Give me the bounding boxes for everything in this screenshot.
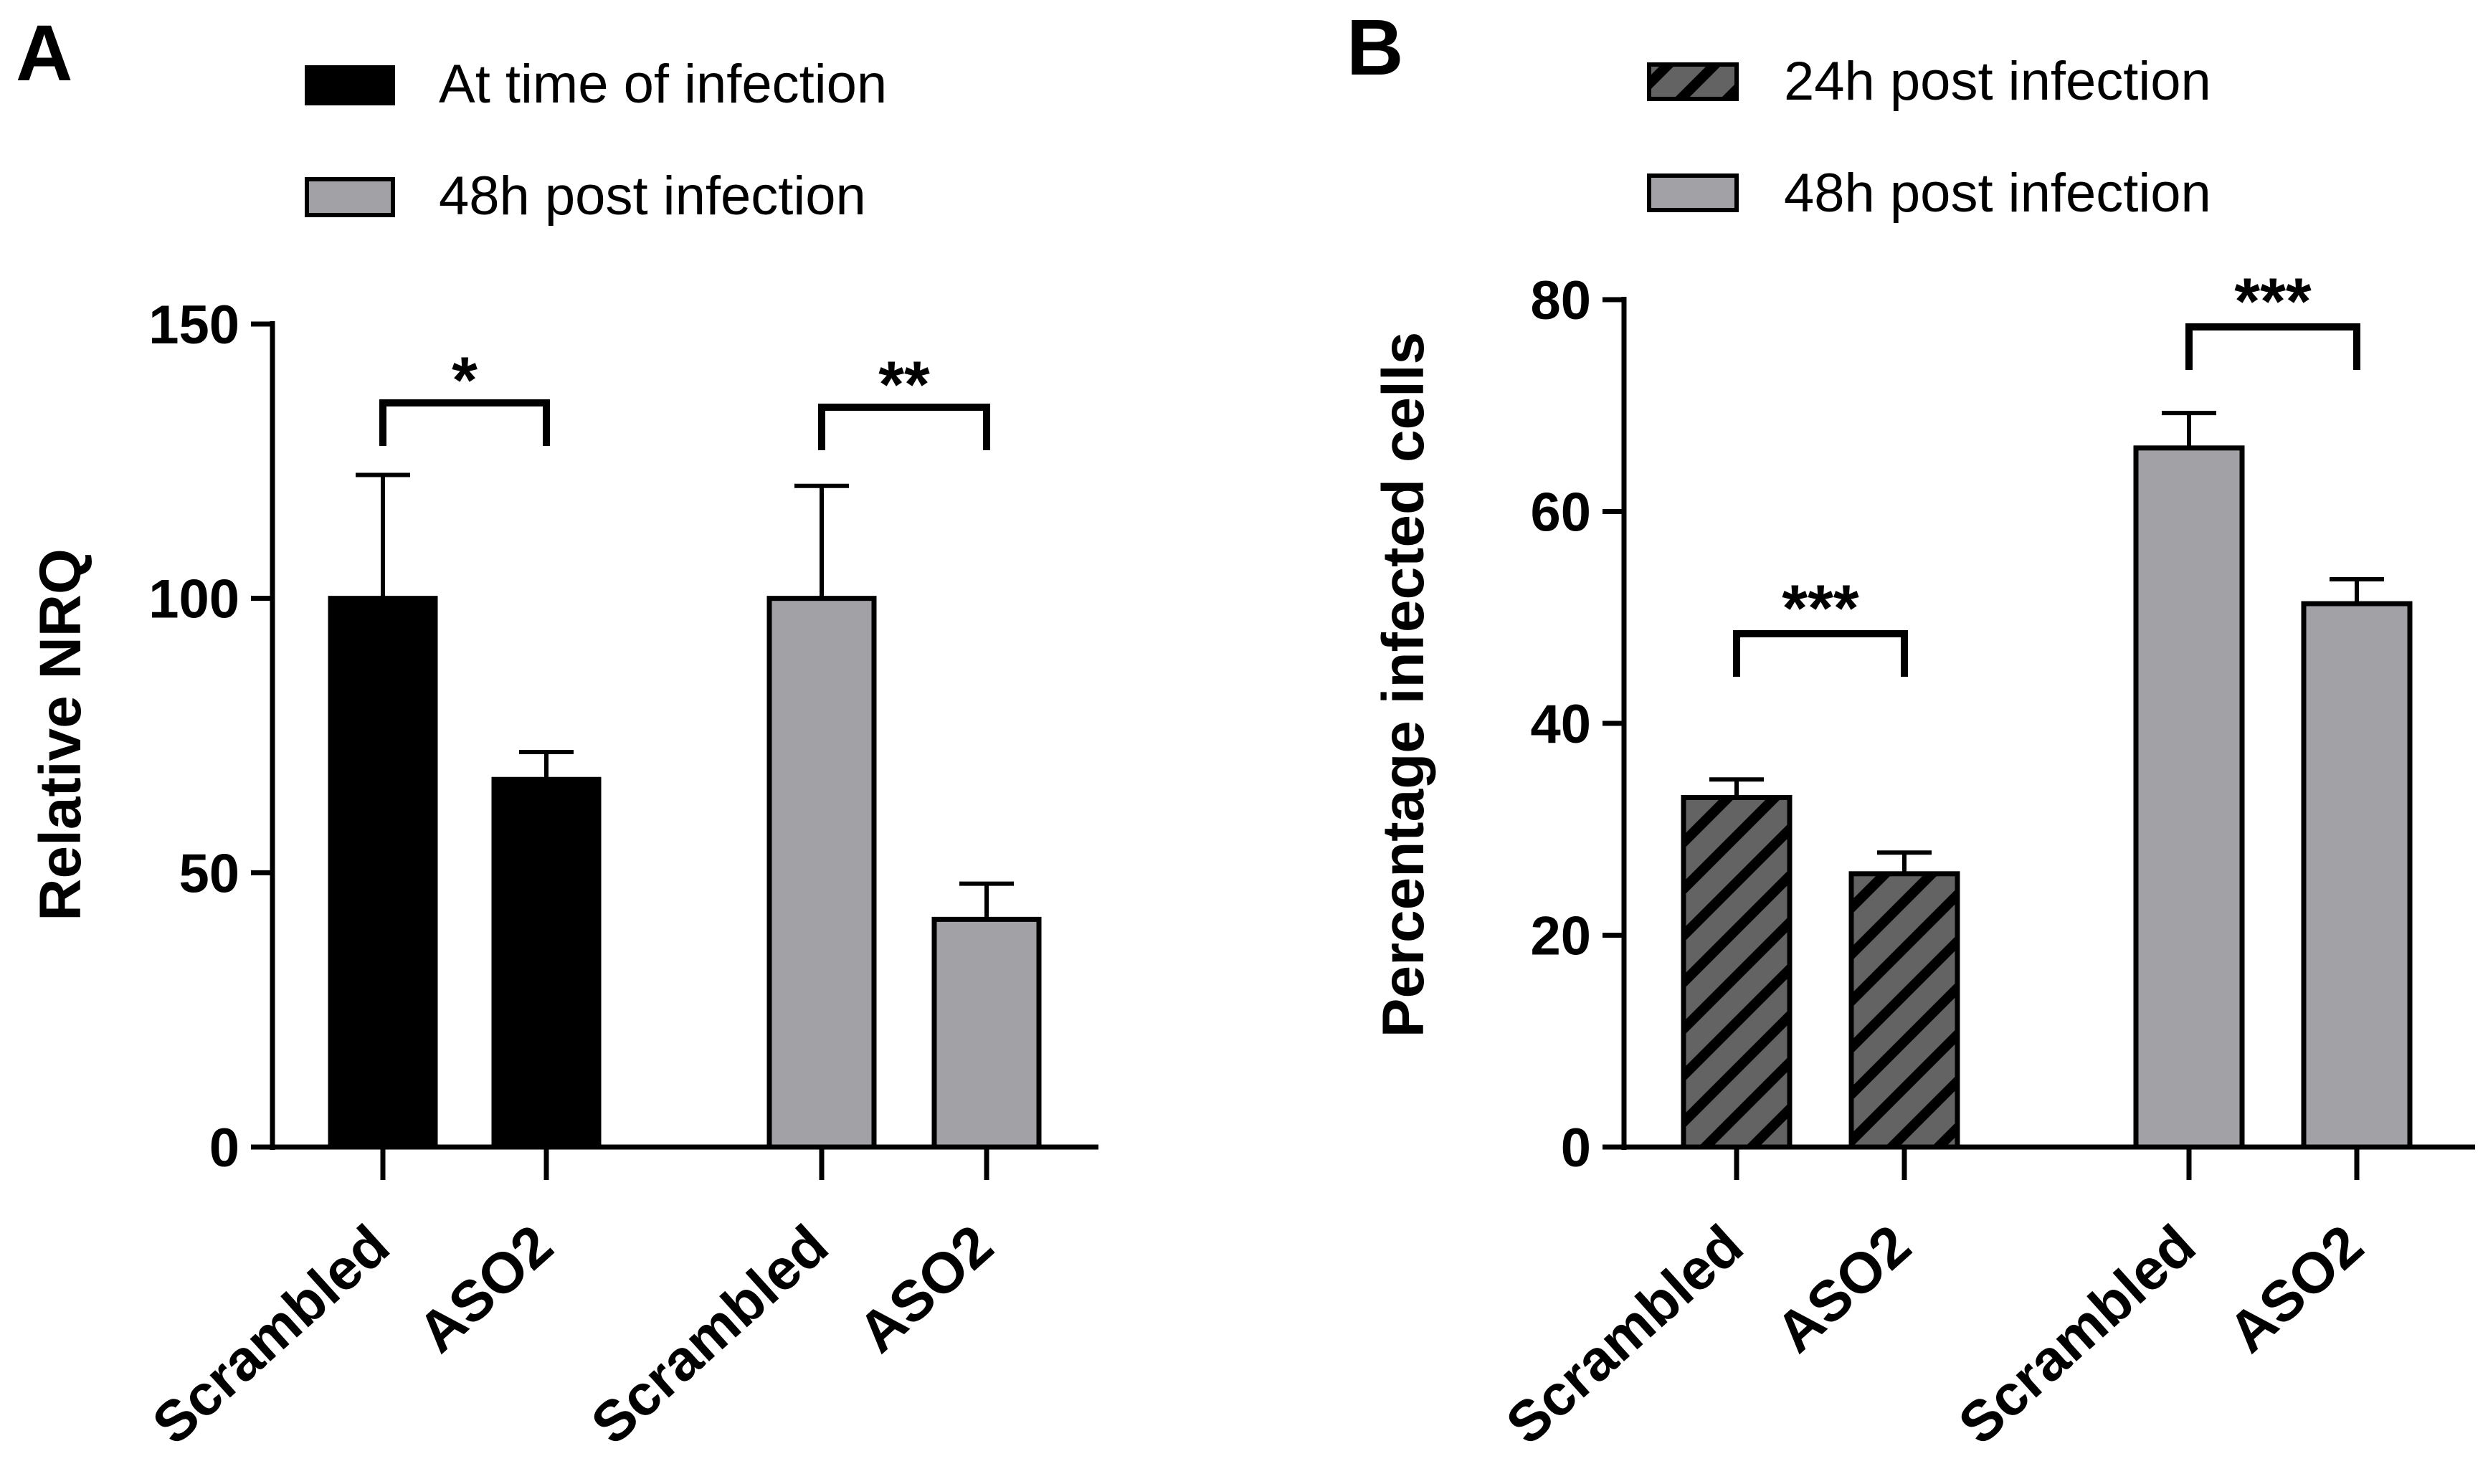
error-bars (356, 472, 1014, 920)
bar-at-time-of-infection-aso2 (491, 776, 602, 1150)
axes (270, 321, 1098, 1180)
category-labels: Scrambled ASO2 Scrambled ASO2 (1494, 1212, 2375, 1456)
significance-label: ** (878, 348, 930, 422)
y-tick-label: 150 (148, 295, 239, 356)
y-tick-label: 80 (1530, 270, 1591, 331)
y-tick-label: 50 (179, 843, 239, 904)
legend-swatch-at-time-of-infection (305, 65, 395, 105)
significance-brackets: * ** (379, 344, 990, 450)
x-tick-label-aso2: ASO2 (1764, 1212, 1922, 1364)
y-axis-title: Relative NRQ (28, 548, 93, 921)
bar-48h-post-infection-aso2 (2301, 601, 2413, 1150)
significance-label: * (452, 344, 478, 417)
significance-bracket (818, 404, 990, 450)
significance-label: *** (1782, 572, 1859, 645)
axes (1621, 297, 2475, 1180)
legend-label-24h-post-infection: 24h post infection (1784, 51, 2211, 112)
x-tick-label-aso2: ASO2 (2216, 1212, 2375, 1364)
panel-a-letter: A (16, 9, 72, 97)
bars (328, 596, 1042, 1150)
bar-24h-post-infection-scrambled (1681, 794, 1793, 1150)
legend-swatch-24h-post-infection (1647, 62, 1739, 101)
panel-b-legend: 24h post infection 48h post infection (1647, 51, 2211, 224)
panel-b-letter: B (1347, 4, 1403, 92)
panel-a: A At time of infection 48h post infectio… (16, 9, 1098, 1456)
y-tick-label: 0 (209, 1118, 239, 1179)
bar-48h-post-infection-scrambled (766, 596, 877, 1150)
bar-24h-post-infection-aso2 (1848, 871, 1960, 1150)
x-tick-label-scrambled: Scrambled (579, 1212, 840, 1456)
x-tick-label-scrambled: Scrambled (1494, 1212, 1755, 1456)
error-bars (1709, 411, 2384, 874)
y-tick-label: 20 (1530, 906, 1591, 967)
panel-b: B 24h post infection 48h post infection … (1347, 4, 2475, 1456)
y-axis-ticks: 0 50 100 150 (148, 295, 272, 1179)
y-axis-ticks: 0 20 40 60 80 (1530, 270, 1624, 1179)
y-tick-label: 100 (148, 569, 239, 630)
x-tick-label-scrambled: Scrambled (1947, 1212, 2208, 1456)
significance-label: *** (2234, 265, 2312, 338)
significance-bracket (2185, 323, 2360, 370)
legend-swatch-48h-post-infection (1647, 173, 1739, 212)
legend-label-48h-post-infection: 48h post infection (1784, 163, 2211, 224)
x-tick-label-aso2: ASO2 (406, 1212, 564, 1364)
significance-bracket (1733, 630, 1908, 677)
significance-brackets: *** *** (1733, 265, 2360, 677)
legend-swatch-48h-post-infection (305, 177, 395, 217)
panel-a-legend: At time of infection 48h post infection (305, 54, 887, 227)
y-tick-label: 40 (1530, 694, 1591, 755)
bar-48h-post-infection-aso2 (931, 916, 1042, 1150)
y-tick-label: 0 (1561, 1118, 1591, 1179)
x-tick-label-aso2: ASO2 (846, 1212, 1005, 1364)
bars (1681, 445, 2413, 1150)
y-axis-title: Percentage infected cells (1371, 332, 1436, 1037)
bar-at-time-of-infection-scrambled (328, 596, 438, 1150)
x-tick-label-scrambled: Scrambled (141, 1212, 402, 1456)
legend-label-48h-post-infection: 48h post infection (439, 166, 866, 227)
legend-label-at-time-of-infection: At time of infection (439, 54, 887, 115)
y-tick-label: 60 (1530, 482, 1591, 543)
significance-bracket (379, 399, 550, 446)
bar-48h-post-infection-scrambled (2133, 445, 2245, 1150)
category-labels: Scrambled ASO2 Scrambled ASO2 (141, 1212, 1005, 1456)
